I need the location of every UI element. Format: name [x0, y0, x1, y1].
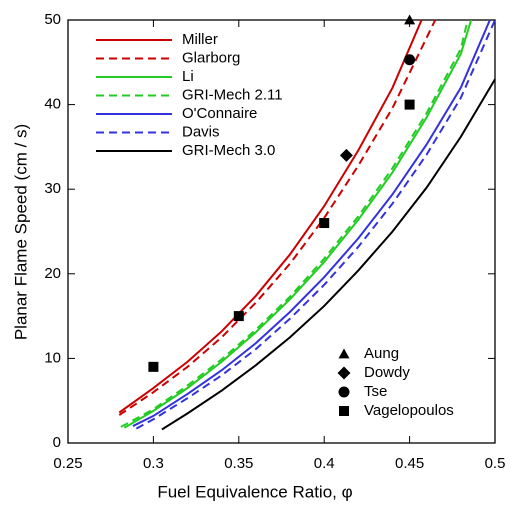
legend-label: Aung: [364, 345, 399, 362]
x-tick-label: 0.3: [143, 455, 164, 472]
data-point: [404, 14, 416, 25]
y-tick-label: 50: [44, 11, 61, 28]
x-tick-label: 0.5: [485, 455, 506, 472]
legend-label: O'Connaire: [182, 105, 257, 122]
series-line: [123, 19, 473, 429]
data-point: [319, 218, 330, 229]
legend-label: GRI-Mech 2.11: [182, 86, 283, 103]
data-point: [339, 148, 353, 162]
x-tick-label: 0.45: [395, 455, 424, 472]
y-tick-label: 10: [44, 349, 61, 366]
plot-frame: [67, 19, 496, 444]
legend-label: Davis: [182, 123, 220, 140]
y-axis-label: Planar Flame Speed (cm / s): [11, 124, 30, 340]
y-tick-label: 40: [44, 96, 61, 113]
legend-label: Vagelopoulos: [364, 402, 454, 419]
y-tick-label: 20: [44, 265, 61, 282]
legend-marker: [338, 348, 350, 359]
y-tick-label: 0: [53, 434, 61, 451]
x-tick-label: 0.35: [224, 455, 253, 472]
legend-label: Tse: [364, 383, 387, 400]
legend-label: Dowdy: [364, 364, 410, 381]
legend-marker: [339, 406, 349, 416]
series-line: [118, 19, 437, 416]
series-line: [135, 19, 496, 430]
data-point: [233, 311, 244, 322]
legend-label: Glarborg: [182, 49, 240, 66]
y-tick-label: 30: [44, 180, 61, 197]
series-line: [120, 19, 469, 428]
legend-label: Miller: [182, 31, 218, 48]
series-line: [132, 19, 491, 427]
data-point: [404, 54, 416, 66]
x-tick-label: 0.4: [314, 455, 335, 472]
data-point: [404, 99, 415, 110]
series-line: [161, 78, 496, 431]
legend-label: Li: [182, 68, 194, 85]
data-point: [148, 361, 159, 372]
legend-marker: [338, 386, 350, 398]
legend-label: GRI-Mech 3.0: [182, 142, 275, 159]
series-line: [118, 19, 423, 414]
x-axis-label: Fuel Equivalence Ratio, φ: [157, 482, 352, 501]
x-tick-label: 0.25: [53, 455, 82, 472]
legend-marker: [337, 366, 351, 380]
